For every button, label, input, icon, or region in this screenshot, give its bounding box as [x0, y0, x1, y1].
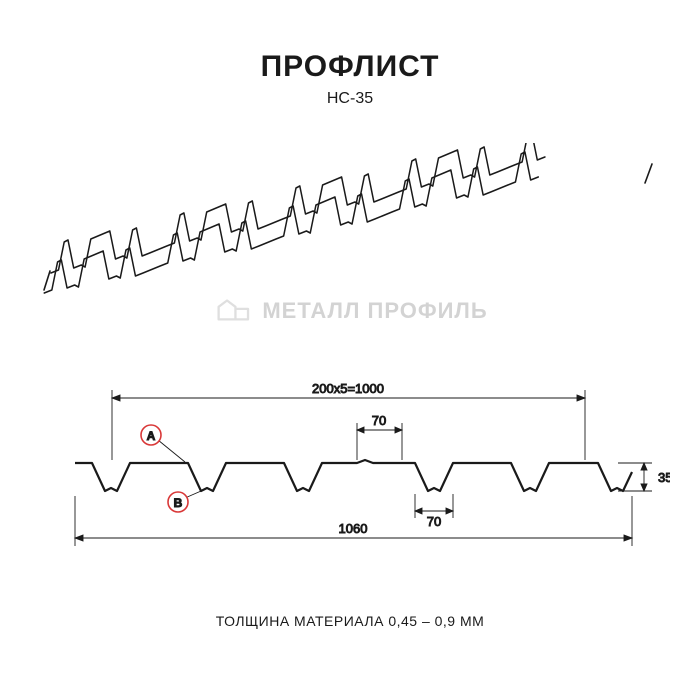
- marker-B-label: B: [174, 496, 183, 510]
- marker-A-label: A: [147, 429, 156, 443]
- diagram-container: ПРОФЛИСТ НС-35 МЕТАЛЛ ПРОФИЛЬ: [0, 0, 700, 700]
- dim-height: 35: [658, 470, 670, 485]
- dim-top-width: 70: [372, 413, 386, 428]
- thickness-label: ТОЛЩИНА МАТЕРИАЛА 0,45 – 0,9 ММ: [216, 613, 485, 629]
- isometric-view: [30, 143, 670, 343]
- product-title: ПРОФЛИСТ: [261, 50, 440, 84]
- cross-section-drawing: 200х5=1000 70 70: [30, 368, 670, 568]
- dim-bottom-width: 70: [427, 514, 441, 529]
- dim-total-width: 1060: [339, 521, 368, 536]
- product-code: НС-35: [327, 90, 373, 108]
- dim-pitch: 200х5=1000: [312, 381, 384, 396]
